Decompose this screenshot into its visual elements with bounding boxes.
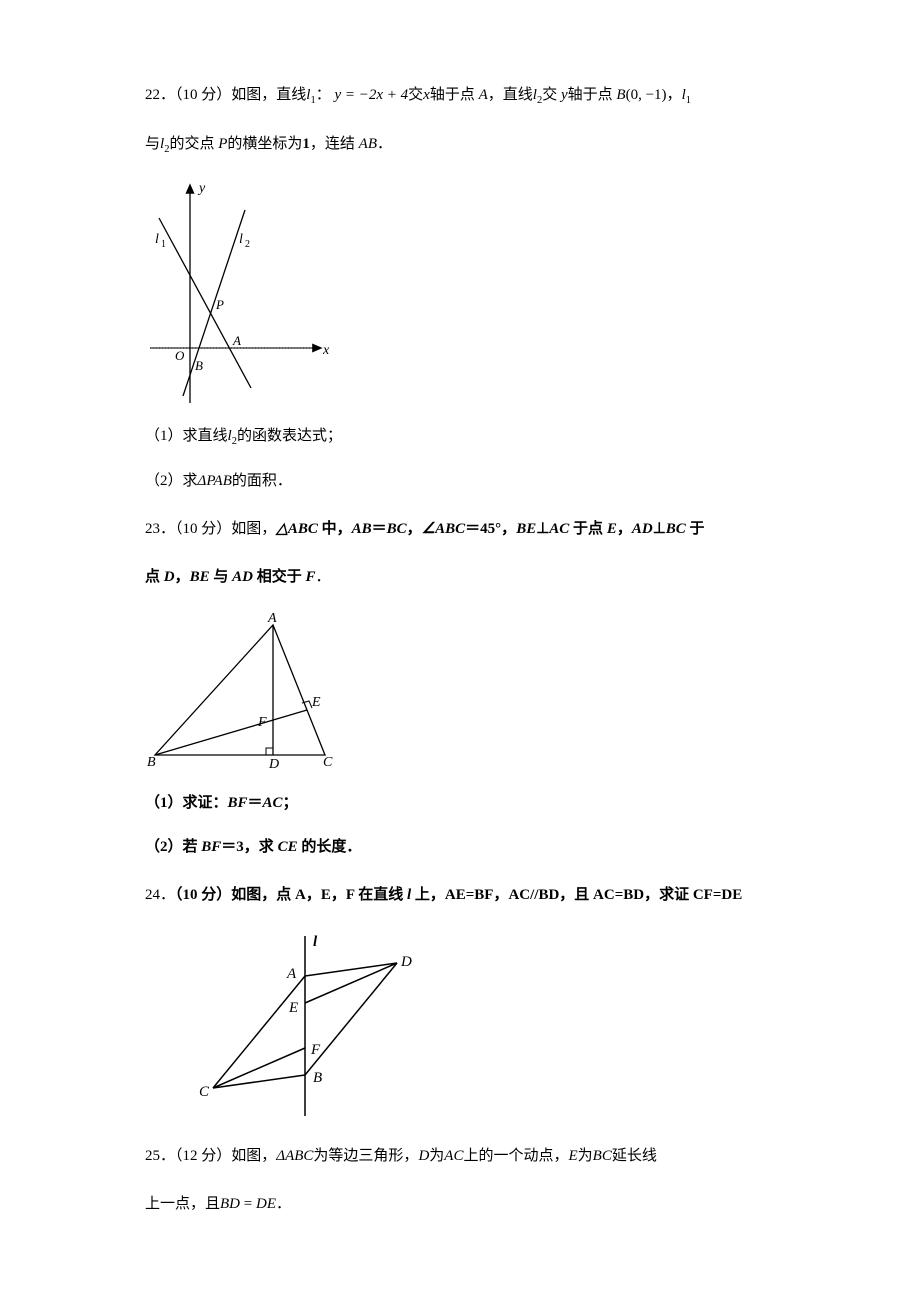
svg-text:O: O [175, 348, 185, 363]
q23-number: 23． [145, 521, 175, 537]
q22-number: 22． [145, 87, 175, 103]
q23-figure: A B C D E F [145, 610, 790, 770]
q25-stem-line2: 上一点，且BD = DE． [145, 1189, 790, 1219]
q22-equation: y = −2x + 4 [334, 87, 408, 103]
q22-part1: （1）求直线l2的函数表达式； [145, 421, 790, 452]
q22-stem: 22．（10 分）如图，直线l1： y = −2x + 4交x轴于点 A，直线l… [145, 80, 790, 111]
q22-part2: （2）求ΔPAB的面积． [145, 466, 790, 496]
svg-text:l: l [313, 934, 318, 950]
q25-number: 25． [145, 1148, 175, 1164]
svg-text:D: D [400, 954, 412, 970]
q23-part2: （2）若 BF＝3，求 CE 的长度． [145, 832, 790, 862]
svg-text:A: A [267, 611, 277, 626]
svg-text:y: y [197, 181, 206, 196]
q23-stem-line2: 点 D，BE 与 AD 相交于 F． [145, 562, 790, 592]
svg-text:l: l [155, 232, 159, 247]
svg-text:A: A [286, 966, 297, 982]
svg-text:C: C [199, 1084, 210, 1100]
svg-text:l: l [239, 232, 243, 247]
svg-text:A: A [232, 333, 241, 348]
svg-text:E: E [288, 1000, 298, 1016]
svg-text:2: 2 [245, 239, 250, 250]
svg-text:E: E [311, 695, 321, 710]
svg-text:B: B [195, 358, 203, 373]
svg-text:F: F [310, 1042, 321, 1058]
q23-part1: （1）求证：BF＝AC； [145, 788, 790, 818]
svg-text:x: x [322, 343, 330, 358]
q22-stem-line2: 与l2的交点 P的横坐标为1，连结 AB． [145, 129, 790, 160]
q25-stem: 25．（12 分）如图，ΔABC为等边三角形，D为AC上的一个动点，E为BC延长… [145, 1141, 790, 1171]
q24-number: 24． [145, 887, 175, 903]
svg-text:D: D [268, 757, 279, 770]
svg-text:1: 1 [161, 239, 166, 250]
svg-text:P: P [215, 297, 224, 312]
q22-figure: y x l 1 l 2 P A O B [145, 178, 790, 403]
svg-text:B: B [147, 755, 156, 770]
svg-text:B: B [313, 1070, 322, 1086]
q23-stem: 23．（10 分）如图，△ABC 中，AB＝BC，∠ABC＝45°，BE⊥AC … [145, 514, 790, 544]
q24-figure: l A E F B C D [195, 928, 790, 1123]
q24-stem: 24．（10 分）如图，点 A，E，F 在直线 l 上，AE=BF，AC//BD… [145, 880, 790, 910]
svg-text:C: C [323, 755, 333, 770]
svg-text:F: F [257, 715, 267, 730]
